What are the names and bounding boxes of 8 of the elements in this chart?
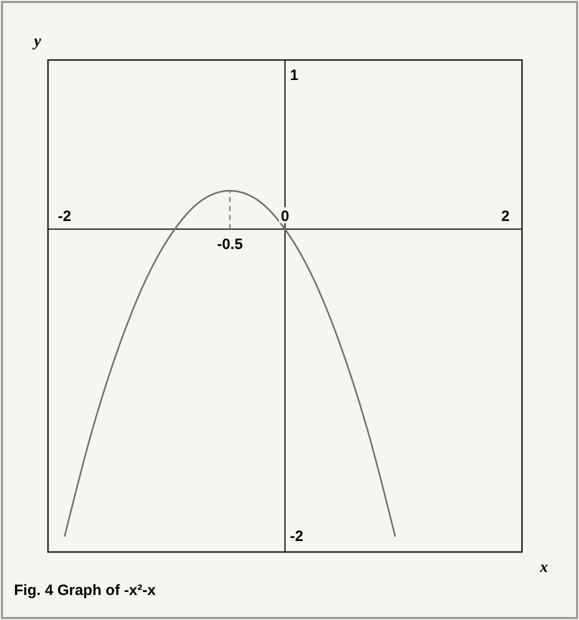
x-tick-label: -2 xyxy=(58,208,72,226)
x-tick-label: 0 xyxy=(280,208,290,226)
annotation: -0.5 xyxy=(216,236,243,254)
y-axis-title: y xyxy=(32,33,42,50)
y-tick-label: 1 xyxy=(290,66,298,84)
x-tick-label: 2 xyxy=(501,208,510,226)
x-axis-title: x xyxy=(539,559,548,576)
text: Fig. 4 Graph of -x²-x xyxy=(14,582,156,599)
